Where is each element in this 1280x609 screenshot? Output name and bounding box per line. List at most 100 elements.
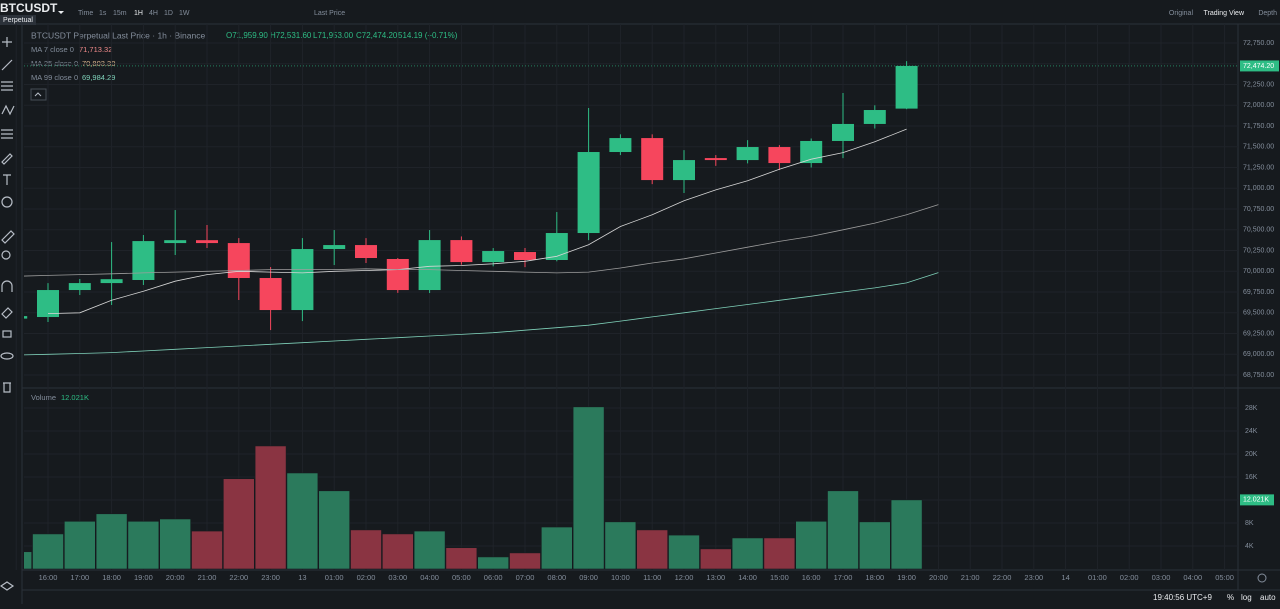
fib-tool[interactable] bbox=[1, 81, 13, 91]
dropdown-icon[interactable] bbox=[58, 11, 64, 14]
x-tick-label: 11:00 bbox=[643, 573, 661, 582]
scale-option[interactable]: auto bbox=[1260, 593, 1276, 602]
volume-bar bbox=[95, 513, 128, 570]
interval[interactable]: 4H bbox=[149, 10, 158, 17]
x-tick-label: 15:00 bbox=[770, 573, 789, 582]
candle-body bbox=[482, 251, 505, 263]
candle-body bbox=[196, 240, 218, 244]
last-price-tag bbox=[1240, 60, 1279, 72]
candle-body bbox=[863, 110, 886, 124]
view-option[interactable]: Trading View bbox=[1204, 10, 1245, 17]
interval[interactable]: 1W bbox=[179, 10, 190, 17]
volume-title: Volume bbox=[31, 393, 56, 402]
volume-bar bbox=[286, 472, 319, 570]
line-tool[interactable] bbox=[1, 59, 13, 71]
volume-bar bbox=[699, 548, 732, 570]
y-tick-label: 20K bbox=[1245, 451, 1258, 458]
volume-bar bbox=[509, 552, 541, 570]
candle-body bbox=[832, 123, 854, 141]
interval[interactable]: Time bbox=[78, 10, 93, 17]
interval[interactable]: 1s bbox=[99, 10, 107, 17]
text-tool[interactable] bbox=[3, 174, 11, 185]
y-tick-label: 68,750.00 bbox=[1243, 372, 1274, 379]
brush-tool[interactable] bbox=[1, 153, 13, 165]
y-tick-label: 70,000.00 bbox=[1243, 268, 1274, 275]
price-type[interactable]: Last Price bbox=[314, 10, 345, 17]
settings-icon[interactable] bbox=[1257, 573, 1267, 583]
candle-body bbox=[609, 138, 632, 153]
x-tick-label: 16:00 bbox=[802, 573, 821, 582]
y-tick-label: 72,750.00 bbox=[1243, 40, 1274, 47]
volume-bar bbox=[127, 520, 160, 570]
x-tick-label: 05:00 bbox=[1215, 573, 1234, 582]
volume-bar bbox=[604, 521, 637, 570]
candle-body bbox=[514, 252, 536, 260]
y-tick-label: 16K bbox=[1245, 474, 1258, 481]
candle-body bbox=[704, 158, 727, 161]
ma-value: 69,984.29 bbox=[82, 73, 115, 82]
view-option[interactable]: Original bbox=[1169, 10, 1194, 17]
crosshair-tool[interactable] bbox=[2, 37, 12, 47]
lock-draw-tool[interactable] bbox=[1, 307, 13, 319]
ma-line bbox=[24, 272, 939, 356]
last-price-label: 72,474.20 bbox=[1243, 63, 1274, 70]
x-tick-label: 14:00 bbox=[738, 573, 757, 582]
x-tick-label: 03:00 bbox=[388, 573, 407, 582]
x-tick-label: 22:00 bbox=[229, 573, 248, 582]
candle-body bbox=[323, 245, 346, 250]
y-tick-label: 71,250.00 bbox=[1243, 164, 1274, 171]
y-tick-label: 69,000.00 bbox=[1243, 351, 1274, 358]
delete-tool[interactable] bbox=[3, 382, 11, 393]
collapse-icon[interactable] bbox=[34, 92, 42, 97]
visibility-tool[interactable] bbox=[0, 352, 14, 360]
candle-body bbox=[800, 140, 823, 164]
volume-bar bbox=[191, 530, 223, 570]
x-tick-label: 14 bbox=[1061, 573, 1069, 582]
candle-body bbox=[641, 138, 664, 181]
candle-body bbox=[100, 279, 123, 284]
interval[interactable]: 15m bbox=[113, 10, 127, 17]
volume-bar bbox=[381, 533, 414, 570]
x-tick-label: 23:00 bbox=[261, 573, 280, 582]
collapse-button[interactable] bbox=[30, 88, 47, 101]
interval[interactable]: 1D bbox=[164, 10, 173, 17]
symbol[interactable]: BTCUSDT bbox=[0, 1, 58, 15]
ma-label: MA 99 close 0 bbox=[31, 73, 78, 82]
candles bbox=[24, 61, 939, 356]
contract-badge bbox=[0, 15, 36, 25]
x-tick-label: 08:00 bbox=[547, 573, 566, 582]
ma-line bbox=[47, 128, 907, 314]
y-tick-label: 8K bbox=[1245, 520, 1254, 527]
candle-body bbox=[291, 249, 314, 311]
interval[interactable]: 1H bbox=[134, 10, 143, 17]
ma-value: 71,713.32 bbox=[79, 45, 112, 54]
contract: Perpetual bbox=[3, 17, 33, 24]
ma-line bbox=[24, 204, 939, 277]
x-tick-label: 04:00 bbox=[1183, 573, 1202, 582]
volume-bar bbox=[24, 551, 32, 570]
magnet-tool[interactable] bbox=[1, 280, 13, 292]
volume-bars bbox=[24, 406, 923, 570]
ruler-tool[interactable] bbox=[1, 230, 15, 244]
candle-body bbox=[450, 240, 473, 263]
layers-tool[interactable] bbox=[0, 581, 15, 591]
pattern-tool[interactable] bbox=[1, 104, 15, 116]
y-tick-label: 28K bbox=[1245, 405, 1258, 412]
candle-body bbox=[577, 152, 600, 234]
volume-bar bbox=[540, 526, 573, 570]
lock-tool[interactable] bbox=[2, 330, 12, 338]
ma-label: MA 7 close 0 bbox=[31, 45, 74, 54]
candle-body bbox=[227, 243, 250, 279]
view-option[interactable]: Depth bbox=[1258, 10, 1277, 17]
x-tick-label: 19:00 bbox=[897, 573, 916, 582]
candle-body bbox=[386, 259, 409, 291]
x-tick-label: 17:00 bbox=[834, 573, 853, 582]
zoom-tool[interactable] bbox=[1, 250, 11, 260]
projection-tool[interactable] bbox=[1, 129, 13, 139]
emoji-tool[interactable] bbox=[1, 196, 13, 208]
scale-option[interactable]: log bbox=[1241, 593, 1252, 602]
scale-option[interactable]: % bbox=[1227, 593, 1234, 602]
volume-bar bbox=[636, 529, 669, 570]
